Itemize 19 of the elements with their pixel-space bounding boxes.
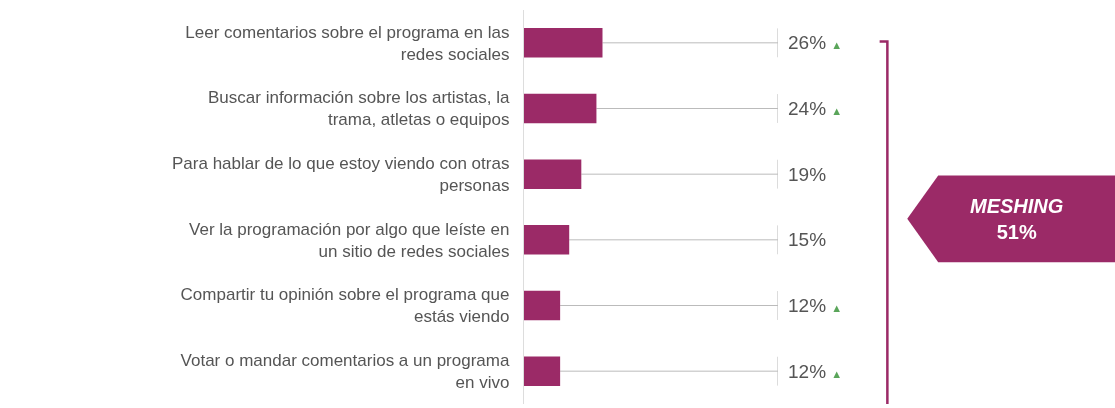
data-label: 15% [788,229,827,250]
y-tick-label: Votar o mandar comentarios a un programa en vivo [180,351,510,393]
data-label: 19% [788,164,827,185]
y-tick-label: Leer comentarios sobre el programa en las redes sociales [185,22,510,64]
y-tick-label: Ver la programación por algo que leíste en un sitio de redes sociales [189,219,510,261]
y-tick-label: Para hablar de lo que estoy viendo con otras personas [172,154,510,196]
bar [523,290,561,321]
bar [523,28,603,58]
y-tick-label: Buscar información sobre los artistas, la trama, atletas o equipos [208,88,510,130]
data-label: 24% ▲ [788,98,843,119]
bar [523,225,570,255]
data-label: 26% ▲ [788,32,843,53]
data-label: 12% ▲ [788,295,843,316]
bar [523,93,597,124]
bar [523,159,582,189]
bar [523,356,561,386]
y-tick-label: Compartir tu opinión sobre el programa que estás viendo [180,285,510,327]
text: MESHING 51% [970,195,1064,243]
data-label: 12% ▲ [788,361,843,382]
